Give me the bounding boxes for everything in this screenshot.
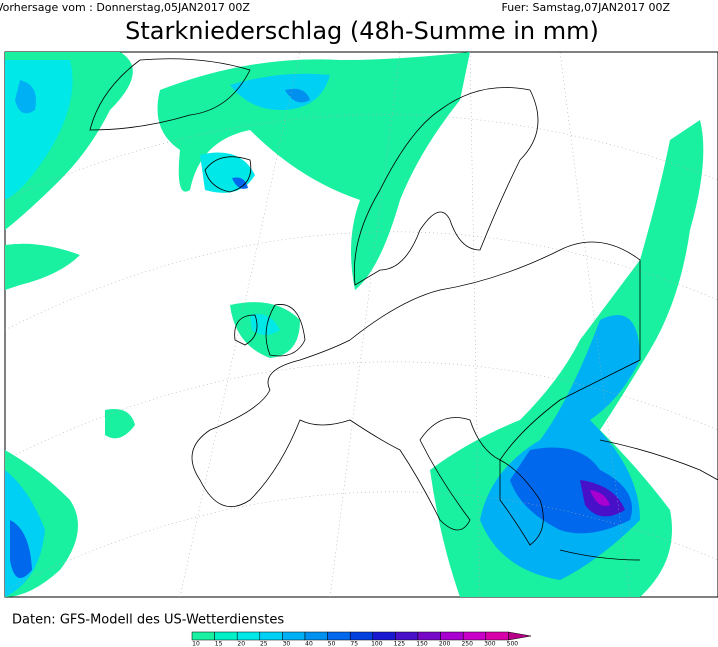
colorbar-label: 125 [394,641,406,647]
colorbar: 10 15 20 25 30 40 50 75 100 125 150 200 250 300 500 [191,631,532,647]
valid-time: Fuer: Samstag,07JAN2017 00Z [501,1,670,14]
colorbar-swatch [191,631,215,641]
colorbar-label: 20 [237,641,245,647]
data-source: Daten: GFS-Modell des US-Wetterdienstes [12,613,284,628]
colorbar-swatch [485,631,509,641]
colorbar-label: 15 [215,641,223,647]
colorbar-swatch [440,631,464,641]
colorbar-arrow [508,631,532,641]
graticule [5,52,718,597]
colorbar-label: 50 [328,641,336,647]
colorbar-label: 200 [439,641,451,647]
colorbar-swatch [236,631,261,641]
colorbar-swatch [372,631,396,641]
colorbar-label: 40 [305,641,313,647]
colorbar-label: 250 [461,641,473,647]
map [4,51,718,598]
precipitation [5,52,704,597]
colorbar-label: 500 [507,641,519,647]
run-time: Vorhersage vom : Donnerstag,05JAN2017 00… [0,1,250,14]
colorbar-swatch [214,631,238,641]
colorbar-swatch [259,631,283,641]
colorbar-label: 10 [192,641,200,647]
colorbar-swatch [462,631,487,641]
colorbar-label: 75 [350,641,358,647]
colorbar-label: 25 [260,641,268,647]
colorbar-swatch [349,631,374,641]
colorbar-swatch [304,631,328,641]
colorbar-swatch [327,631,351,641]
colorbar-swatch [417,631,441,641]
coastlines [89,58,718,561]
colorbar-label: 100 [371,641,383,647]
colorbar-label: 150 [416,641,428,647]
colorbar-swatch [395,631,419,641]
title: Starkniederschlag (48h-Summe in mm) [125,17,599,45]
colorbar-label: 30 [283,641,291,647]
colorbar-swatch [282,631,306,641]
colorbar-label: 300 [484,641,496,647]
